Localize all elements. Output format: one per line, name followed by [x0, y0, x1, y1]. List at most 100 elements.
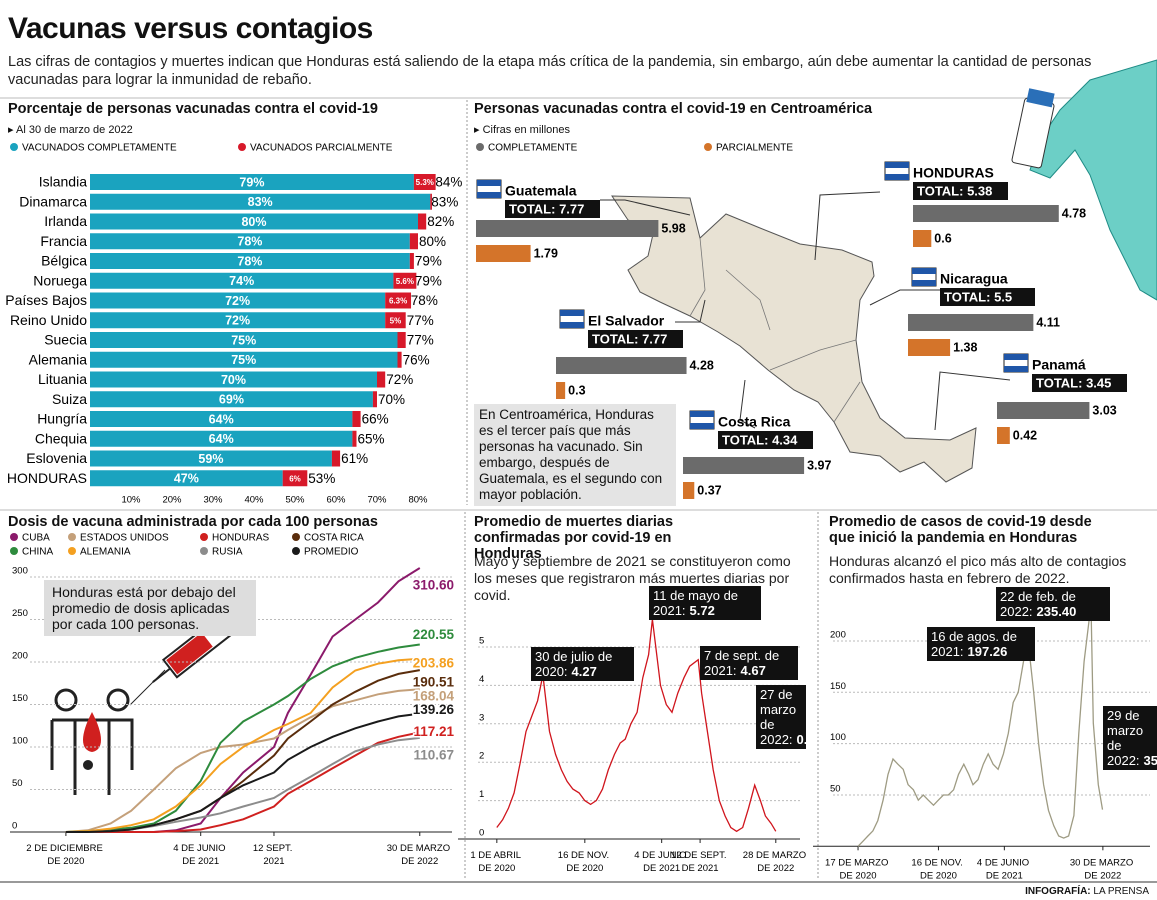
annotation: 16 de agos. de 2021: 197.26 [927, 627, 1035, 661]
legend-label: PARCIALMENTE [716, 143, 793, 154]
total-box [718, 431, 813, 449]
bar [90, 213, 418, 230]
bar [90, 253, 410, 269]
end-label: 110.67 [413, 747, 454, 762]
total-label: TOTAL: 7.77 [509, 201, 584, 216]
legend-label: ESTADOS UNIDOS [80, 533, 169, 544]
annotation: Honduras está por debajo del promedio de… [44, 580, 256, 636]
legend-marker [10, 547, 18, 555]
value-label: 59% [198, 452, 223, 466]
value-label: 4.28 [690, 358, 714, 372]
end-label: 190.51 [413, 675, 455, 690]
leader-line [129, 669, 166, 706]
legend-label: CHINA [22, 547, 53, 558]
flag-stripe [1004, 354, 1028, 360]
legend-label: RUSIA [212, 547, 243, 558]
total-label: 66% [362, 412, 389, 427]
value-label: 5.6% [396, 277, 414, 286]
value-label: 78% [237, 235, 262, 249]
value-label: 72% [225, 294, 250, 308]
y-tick-label: 0 [479, 828, 484, 839]
flag-stripe [477, 192, 501, 198]
bar [409, 253, 414, 269]
bar [331, 450, 341, 467]
total-label: 72% [386, 372, 413, 387]
total-label: TOTAL: 3.45 [1036, 375, 1111, 390]
y-tick-label: 100 [12, 736, 28, 747]
value-label: 74% [229, 274, 254, 288]
category-label: Francia [40, 233, 87, 249]
x-tick-label: 70% [367, 495, 387, 506]
bar [556, 382, 566, 399]
legend-label: HONDURAS [212, 533, 270, 544]
total-box [505, 200, 600, 218]
y-tick-label: 150 [830, 681, 846, 692]
category-label: Hungría [37, 411, 87, 427]
bar [90, 450, 332, 467]
line [65, 712, 420, 833]
bar [418, 213, 427, 230]
annotation-text: 11 de mayo de 2021: [653, 588, 739, 618]
total-label: TOTAL: 5.5 [944, 289, 1012, 304]
bar [90, 312, 386, 329]
bar [352, 411, 361, 427]
annotation-value: 4.67 [740, 663, 766, 678]
legend-marker [10, 143, 18, 151]
bar [476, 245, 531, 262]
value-label: 5.3% [416, 178, 434, 187]
x-tick-label: 60% [326, 495, 346, 506]
bar [913, 230, 932, 247]
x-tick-label: 10% [121, 495, 141, 506]
y-tick-label: 250 [12, 608, 28, 619]
x-tick-label: 28 DE MARZO DE 2022 [743, 850, 809, 874]
bar [683, 457, 805, 474]
leader-line [600, 191, 1011, 431]
y-tick-label: 50 [830, 783, 841, 794]
category-label: Noruega [33, 272, 87, 288]
value-label: 69% [219, 393, 244, 407]
bar [90, 411, 353, 427]
x-tick-label: 4 DE JUNIO DE 2021 [977, 857, 1032, 881]
x-tick-label: 16 DE NOV. DE 2020 [911, 857, 965, 881]
bar [397, 332, 406, 348]
bar [413, 174, 436, 190]
end-label: 220.55 [413, 627, 455, 642]
legend-marker [10, 533, 18, 541]
legend-label: CUBA [22, 533, 50, 544]
bar [90, 391, 373, 408]
category-label: Chequia [35, 430, 87, 446]
flag-stripe [912, 268, 936, 274]
total-label: 80% [419, 234, 446, 249]
total-label: 53% [308, 471, 335, 486]
value-label: 75% [231, 333, 256, 347]
flag-stripe [885, 162, 909, 168]
legend-label: VACUNADOS COMPLETAMENTE [22, 143, 177, 154]
subtitle: Honduras alcanzó el pico más alto de con… [829, 553, 1127, 586]
annotation-text: 16 de agos. de 2021: [931, 629, 1018, 659]
flag-stripe [560, 322, 584, 328]
category-label: Lituania [38, 371, 87, 387]
x-tick-label: 30 DE MARZO DE 2022 [1070, 857, 1136, 881]
legend-marker [238, 143, 246, 151]
value-label: 70% [221, 373, 246, 387]
credit-label: INFOGRAFÍA: [1025, 886, 1091, 897]
x-tick-label: 40% [244, 495, 264, 506]
category-label: Islandia [39, 174, 87, 190]
x-tick-label: 4 DE JUNIO DE 2021 [634, 850, 689, 874]
value-label: 3.97 [807, 458, 831, 472]
annotation-value: 5.72 [689, 603, 715, 618]
value-label: 4.11 [1036, 315, 1060, 329]
head [106, 688, 130, 712]
legend-label: COSTA RICA [304, 533, 364, 544]
total-box [940, 288, 1035, 306]
x-tick-label: 12 DE SEPT. DE 2021 [671, 850, 729, 874]
chart-title: Promedio de muertes diarias confirmadas … [474, 514, 674, 562]
bar [908, 339, 951, 356]
category-label: HONDURAS [7, 470, 87, 486]
bar [372, 391, 377, 408]
bar [90, 351, 398, 368]
total-label: 78% [411, 293, 438, 308]
bar [430, 193, 432, 210]
x-tick-label: 17 DE MARZO DE 2020 [825, 857, 891, 881]
total-label: 82% [427, 214, 454, 229]
